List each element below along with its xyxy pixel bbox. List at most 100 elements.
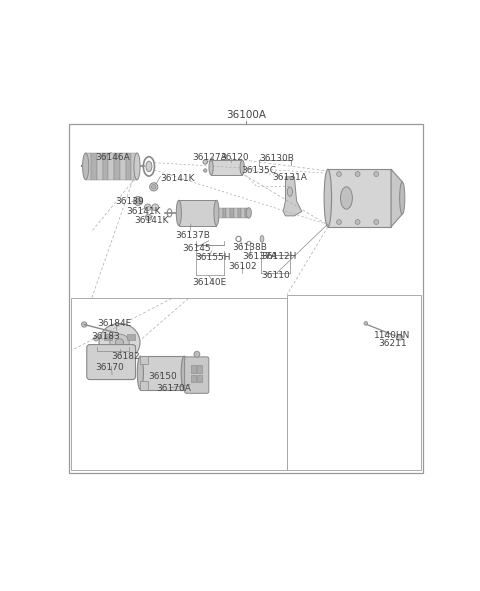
Polygon shape — [211, 160, 242, 175]
Ellipse shape — [125, 353, 129, 358]
Ellipse shape — [374, 220, 379, 225]
Ellipse shape — [324, 169, 332, 227]
Polygon shape — [179, 200, 216, 226]
Bar — [104, 334, 112, 340]
Text: 36141K: 36141K — [160, 174, 195, 183]
Bar — [197, 375, 203, 382]
Ellipse shape — [336, 171, 341, 177]
Text: 1140HN: 1140HN — [374, 331, 411, 340]
Ellipse shape — [134, 153, 140, 180]
Ellipse shape — [94, 336, 98, 341]
Text: 36145: 36145 — [183, 243, 211, 253]
Ellipse shape — [364, 322, 368, 325]
Ellipse shape — [110, 334, 129, 350]
Ellipse shape — [115, 339, 124, 346]
Text: 36110: 36110 — [261, 271, 289, 280]
Bar — [120, 153, 126, 180]
Bar — [234, 207, 238, 218]
Ellipse shape — [137, 356, 144, 389]
Bar — [223, 207, 227, 218]
Ellipse shape — [203, 160, 207, 164]
Text: 36100A: 36100A — [226, 110, 266, 120]
Bar — [104, 345, 112, 351]
Ellipse shape — [396, 335, 403, 340]
Text: 36137A: 36137A — [242, 252, 277, 261]
Text: 36211: 36211 — [378, 339, 407, 348]
Text: 36135C: 36135C — [241, 166, 276, 176]
Text: 36120: 36120 — [221, 153, 249, 163]
Polygon shape — [391, 169, 402, 227]
Bar — [114, 153, 120, 180]
Text: 36127A: 36127A — [192, 153, 227, 163]
Ellipse shape — [82, 322, 87, 327]
Bar — [241, 207, 245, 218]
Bar — [126, 153, 132, 180]
Text: 36146A: 36146A — [96, 153, 130, 163]
Text: 36131A: 36131A — [272, 173, 307, 182]
Ellipse shape — [150, 183, 158, 191]
Bar — [97, 153, 103, 180]
Text: 36182: 36182 — [111, 352, 140, 361]
Text: 36139: 36139 — [115, 197, 144, 206]
Text: 36170: 36170 — [96, 363, 124, 372]
Ellipse shape — [115, 332, 122, 336]
Bar — [127, 334, 135, 340]
Text: 36112H: 36112H — [261, 252, 296, 261]
FancyBboxPatch shape — [87, 345, 135, 379]
Ellipse shape — [146, 161, 152, 171]
Text: 36183: 36183 — [91, 332, 120, 341]
Ellipse shape — [144, 204, 151, 210]
Ellipse shape — [194, 351, 200, 357]
FancyBboxPatch shape — [185, 357, 209, 394]
Bar — [245, 207, 249, 218]
Text: 36137B: 36137B — [175, 230, 210, 240]
Text: 36140E: 36140E — [192, 278, 226, 287]
Ellipse shape — [145, 214, 152, 220]
Bar — [219, 207, 223, 218]
Bar — [238, 207, 241, 218]
Ellipse shape — [288, 187, 292, 196]
Text: 36141K: 36141K — [134, 216, 169, 225]
Text: 36184E: 36184E — [97, 319, 132, 328]
Text: 36130B: 36130B — [259, 154, 294, 164]
Bar — [197, 365, 203, 373]
Text: 36138B: 36138B — [232, 243, 267, 252]
Ellipse shape — [260, 236, 264, 242]
Bar — [230, 207, 234, 218]
Bar — [103, 153, 108, 180]
Ellipse shape — [355, 171, 360, 177]
Bar — [191, 375, 196, 382]
Polygon shape — [140, 356, 184, 389]
Text: 36102: 36102 — [228, 262, 257, 271]
Ellipse shape — [204, 169, 207, 172]
Ellipse shape — [181, 356, 187, 389]
Text: 36141K: 36141K — [126, 206, 161, 216]
Bar — [132, 153, 137, 180]
Ellipse shape — [340, 187, 352, 209]
Ellipse shape — [83, 153, 89, 180]
Ellipse shape — [374, 171, 379, 177]
Ellipse shape — [99, 323, 140, 361]
Bar — [91, 153, 97, 180]
Bar — [108, 153, 114, 180]
Ellipse shape — [400, 182, 405, 214]
Polygon shape — [328, 169, 391, 227]
Ellipse shape — [94, 347, 98, 352]
Bar — [127, 345, 135, 351]
Ellipse shape — [214, 200, 219, 226]
Ellipse shape — [176, 200, 181, 226]
Ellipse shape — [152, 184, 156, 189]
Bar — [85, 153, 91, 180]
Bar — [140, 381, 148, 389]
Polygon shape — [283, 177, 302, 216]
Text: 36170A: 36170A — [156, 384, 191, 393]
Ellipse shape — [152, 204, 158, 210]
Ellipse shape — [336, 220, 341, 225]
Text: 36155H: 36155H — [196, 253, 231, 262]
Ellipse shape — [209, 160, 213, 175]
Ellipse shape — [240, 160, 244, 175]
Ellipse shape — [133, 197, 143, 206]
Bar — [191, 365, 196, 373]
Bar — [140, 356, 148, 364]
Ellipse shape — [355, 220, 360, 225]
